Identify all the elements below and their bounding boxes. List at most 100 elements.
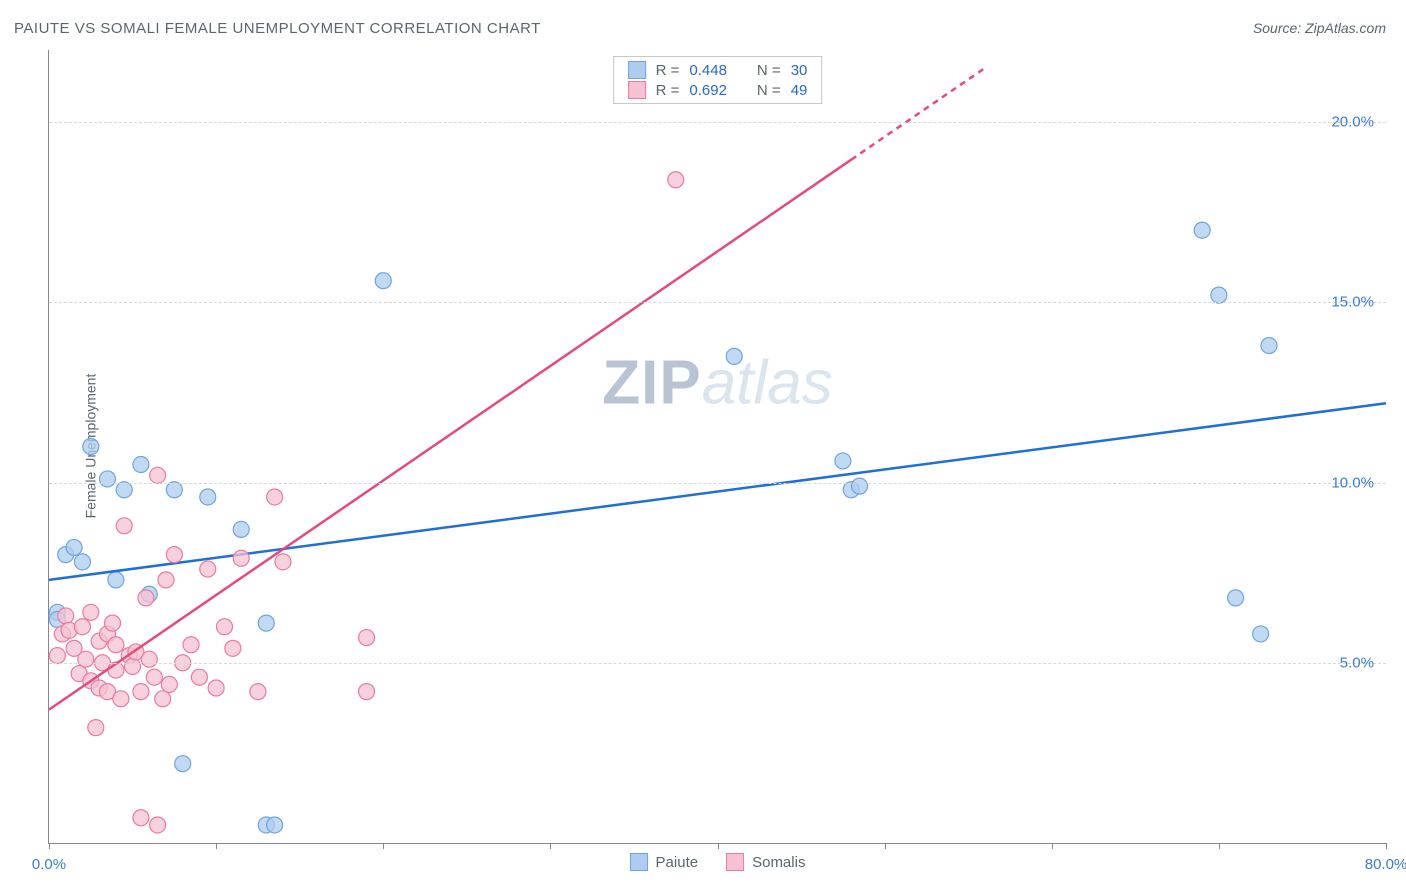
data-point bbox=[125, 658, 141, 674]
x-tick-label: 80.0% bbox=[1365, 856, 1406, 873]
x-tick bbox=[1386, 843, 1387, 849]
data-point bbox=[108, 572, 124, 588]
stat-n-label: N = bbox=[757, 82, 781, 99]
x-tick bbox=[718, 843, 719, 849]
data-point bbox=[66, 539, 82, 555]
data-point bbox=[852, 478, 868, 494]
trend-line-dashed bbox=[851, 68, 985, 160]
data-point bbox=[668, 172, 684, 188]
data-point bbox=[191, 669, 207, 685]
data-point bbox=[133, 684, 149, 700]
data-point bbox=[74, 619, 90, 635]
stats-row-somalis: R = 0.692 N = 49 bbox=[628, 81, 808, 99]
swatch-somalis bbox=[726, 853, 744, 871]
stat-n-value-paiute: 30 bbox=[791, 62, 808, 79]
stat-r-value-somalis: 0.692 bbox=[689, 82, 727, 99]
y-tick-label: 20.0% bbox=[1331, 114, 1374, 131]
data-point bbox=[233, 550, 249, 566]
data-point bbox=[141, 651, 157, 667]
stats-box: R = 0.448 N = 30 R = 0.692 N = 49 bbox=[613, 56, 823, 104]
x-tick bbox=[216, 843, 217, 849]
legend-item-paiute: Paiute bbox=[630, 853, 699, 871]
data-point bbox=[113, 691, 129, 707]
data-point bbox=[258, 615, 274, 631]
data-point bbox=[1228, 590, 1244, 606]
swatch-somalis bbox=[628, 81, 646, 99]
x-tick-label: 0.0% bbox=[32, 856, 66, 873]
stat-n-value-somalis: 49 bbox=[791, 82, 808, 99]
data-point bbox=[250, 684, 266, 700]
data-point bbox=[359, 630, 375, 646]
data-point bbox=[116, 518, 132, 534]
stat-r-value-paiute: 0.448 bbox=[689, 62, 727, 79]
swatch-paiute bbox=[630, 853, 648, 871]
legend-item-somalis: Somalis bbox=[726, 853, 805, 871]
stat-r-label: R = bbox=[656, 62, 680, 79]
data-point bbox=[83, 439, 99, 455]
y-tick-label: 15.0% bbox=[1331, 294, 1374, 311]
data-point bbox=[158, 572, 174, 588]
data-point bbox=[200, 561, 216, 577]
data-point bbox=[146, 669, 162, 685]
x-tick bbox=[383, 843, 384, 849]
data-point bbox=[183, 637, 199, 653]
legend-label-somalis: Somalis bbox=[752, 854, 805, 871]
data-point bbox=[83, 604, 99, 620]
data-point bbox=[108, 637, 124, 653]
data-point bbox=[835, 453, 851, 469]
data-point bbox=[133, 810, 149, 826]
data-point bbox=[1211, 287, 1227, 303]
data-point bbox=[105, 615, 121, 631]
data-point bbox=[200, 489, 216, 505]
legend-label-paiute: Paiute bbox=[656, 854, 699, 871]
y-tick-label: 10.0% bbox=[1331, 474, 1374, 491]
stat-r-label: R = bbox=[656, 82, 680, 99]
data-point bbox=[726, 348, 742, 364]
x-tick bbox=[49, 843, 50, 849]
data-point bbox=[116, 482, 132, 498]
data-point bbox=[150, 817, 166, 833]
grid-line bbox=[49, 483, 1386, 484]
data-point bbox=[133, 457, 149, 473]
swatch-paiute bbox=[628, 61, 646, 79]
trend-line bbox=[49, 160, 851, 710]
data-point bbox=[166, 482, 182, 498]
data-point bbox=[99, 471, 115, 487]
data-point bbox=[267, 817, 283, 833]
data-point bbox=[161, 676, 177, 692]
plot-area: ZIPatlas R = 0.448 N = 30 R = 0.692 N = … bbox=[48, 50, 1386, 844]
data-point bbox=[166, 547, 182, 563]
x-tick bbox=[1219, 843, 1220, 849]
trend-line bbox=[49, 403, 1386, 580]
grid-line bbox=[49, 663, 1386, 664]
data-point bbox=[58, 608, 74, 624]
x-tick bbox=[1052, 843, 1053, 849]
data-point bbox=[216, 619, 232, 635]
grid-line bbox=[49, 122, 1386, 123]
grid-line bbox=[49, 302, 1386, 303]
data-point bbox=[267, 489, 283, 505]
bottom-legend: Paiute Somalis bbox=[630, 853, 806, 871]
x-tick bbox=[550, 843, 551, 849]
data-point bbox=[375, 273, 391, 289]
data-point bbox=[225, 640, 241, 656]
data-point bbox=[1194, 222, 1210, 238]
x-tick bbox=[885, 843, 886, 849]
data-point bbox=[138, 590, 154, 606]
data-point bbox=[88, 720, 104, 736]
stats-row-paiute: R = 0.448 N = 30 bbox=[628, 61, 808, 79]
data-point bbox=[208, 680, 224, 696]
chart-title: PAIUTE VS SOMALI FEMALE UNEMPLOYMENT COR… bbox=[14, 20, 541, 37]
data-point bbox=[78, 651, 94, 667]
data-point bbox=[74, 554, 90, 570]
data-point bbox=[155, 691, 171, 707]
stat-n-label: N = bbox=[757, 62, 781, 79]
data-point bbox=[49, 648, 65, 664]
scatter-plot bbox=[49, 50, 1386, 843]
source-label: Source: ZipAtlas.com bbox=[1253, 20, 1386, 36]
data-point bbox=[175, 756, 191, 772]
data-point bbox=[1261, 338, 1277, 354]
data-point bbox=[275, 554, 291, 570]
data-point bbox=[233, 521, 249, 537]
data-point bbox=[1253, 626, 1269, 642]
